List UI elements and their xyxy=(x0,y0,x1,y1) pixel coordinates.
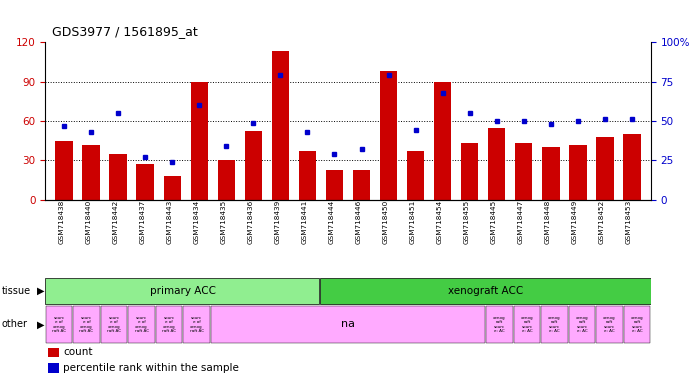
Bar xyxy=(101,306,127,343)
Bar xyxy=(569,306,595,343)
Bar xyxy=(244,131,262,200)
Text: GSM718437: GSM718437 xyxy=(139,200,145,244)
Bar xyxy=(406,151,425,200)
Text: GSM718439: GSM718439 xyxy=(274,200,280,244)
Text: xenog
raft
sourc
e: AC: xenog raft sourc e: AC xyxy=(548,316,561,333)
Text: xenog
raft
sourc
e: AC: xenog raft sourc e: AC xyxy=(576,316,588,333)
Text: sourc
e of
xenog
raft AC: sourc e of xenog raft AC xyxy=(107,316,121,333)
Text: count: count xyxy=(63,348,93,358)
Text: GSM718452: GSM718452 xyxy=(599,200,605,244)
Bar xyxy=(353,169,370,200)
Text: GDS3977 / 1561895_at: GDS3977 / 1561895_at xyxy=(52,25,198,38)
Bar xyxy=(515,143,532,200)
Bar xyxy=(542,147,560,200)
Text: sourc
e of
xenog
raft AC: sourc e of xenog raft AC xyxy=(79,316,93,333)
Text: GSM718455: GSM718455 xyxy=(464,200,470,244)
Bar xyxy=(624,306,650,343)
Bar xyxy=(109,154,127,200)
Bar xyxy=(623,134,640,200)
Bar xyxy=(191,81,208,200)
Text: GSM718451: GSM718451 xyxy=(409,200,416,244)
Bar xyxy=(128,306,155,343)
Bar xyxy=(488,127,505,200)
Bar xyxy=(48,363,59,373)
Text: tissue: tissue xyxy=(1,286,31,296)
Bar xyxy=(461,143,478,200)
Text: ▶: ▶ xyxy=(37,286,45,296)
Text: GSM718453: GSM718453 xyxy=(626,200,632,244)
Bar xyxy=(46,306,72,343)
Text: xenog
raft
sourc
e: AC: xenog raft sourc e: AC xyxy=(521,316,533,333)
Text: ▶: ▶ xyxy=(37,319,45,329)
Text: sourc
e of
xenog
raft AC: sourc e of xenog raft AC xyxy=(189,316,204,333)
Text: GSM718444: GSM718444 xyxy=(329,200,335,244)
Text: GSM718454: GSM718454 xyxy=(436,200,443,244)
Text: sourc
e of
xenog
raft AC: sourc e of xenog raft AC xyxy=(134,316,149,333)
Text: sourc
e of
xenog
raft AC: sourc e of xenog raft AC xyxy=(162,316,176,333)
Bar xyxy=(514,306,540,343)
Text: GSM718443: GSM718443 xyxy=(166,200,173,244)
Bar xyxy=(596,306,623,343)
Text: GSM718447: GSM718447 xyxy=(518,200,523,244)
Bar xyxy=(218,161,235,200)
Text: xenograft ACC: xenograft ACC xyxy=(448,286,523,296)
Bar xyxy=(299,151,316,200)
Text: other: other xyxy=(1,319,27,329)
Text: GSM718436: GSM718436 xyxy=(247,200,253,244)
Bar xyxy=(156,306,182,343)
Text: GSM718440: GSM718440 xyxy=(85,200,91,244)
Text: xenog
raft
sourc
e: AC: xenog raft sourc e: AC xyxy=(603,316,616,333)
Text: GSM718442: GSM718442 xyxy=(112,200,118,244)
Text: xenog
raft
sourc
e: AC: xenog raft sourc e: AC xyxy=(631,316,643,333)
Bar xyxy=(211,306,485,343)
Text: sourc
e of
xenog
raft AC: sourc e of xenog raft AC xyxy=(52,316,66,333)
Bar xyxy=(569,144,587,200)
Bar xyxy=(184,306,209,343)
Text: GSM718445: GSM718445 xyxy=(491,200,497,244)
Bar xyxy=(271,51,290,200)
Text: percentile rank within the sample: percentile rank within the sample xyxy=(63,363,239,373)
Bar xyxy=(326,169,343,200)
Bar xyxy=(45,278,319,304)
Text: primary ACC: primary ACC xyxy=(150,286,216,296)
Text: na: na xyxy=(341,319,355,329)
Text: GSM718441: GSM718441 xyxy=(301,200,308,244)
Text: xenog
raft
sourc
e: AC: xenog raft sourc e: AC xyxy=(493,316,506,333)
Text: GSM718434: GSM718434 xyxy=(193,200,199,244)
Bar xyxy=(56,141,73,200)
Text: GSM718435: GSM718435 xyxy=(221,200,226,244)
Bar xyxy=(380,71,397,200)
Bar xyxy=(164,176,181,200)
Bar xyxy=(541,306,568,343)
Bar xyxy=(320,278,651,304)
Bar xyxy=(487,306,512,343)
Text: GSM718438: GSM718438 xyxy=(58,200,64,244)
Text: GSM718446: GSM718446 xyxy=(356,200,361,244)
Bar xyxy=(136,164,154,200)
Bar xyxy=(434,81,452,200)
Text: GSM718449: GSM718449 xyxy=(572,200,578,244)
Text: GSM718450: GSM718450 xyxy=(383,200,388,244)
Bar xyxy=(73,306,100,343)
Bar xyxy=(596,137,614,200)
Bar xyxy=(48,348,59,358)
Bar xyxy=(82,144,100,200)
Text: GSM718448: GSM718448 xyxy=(545,200,551,244)
